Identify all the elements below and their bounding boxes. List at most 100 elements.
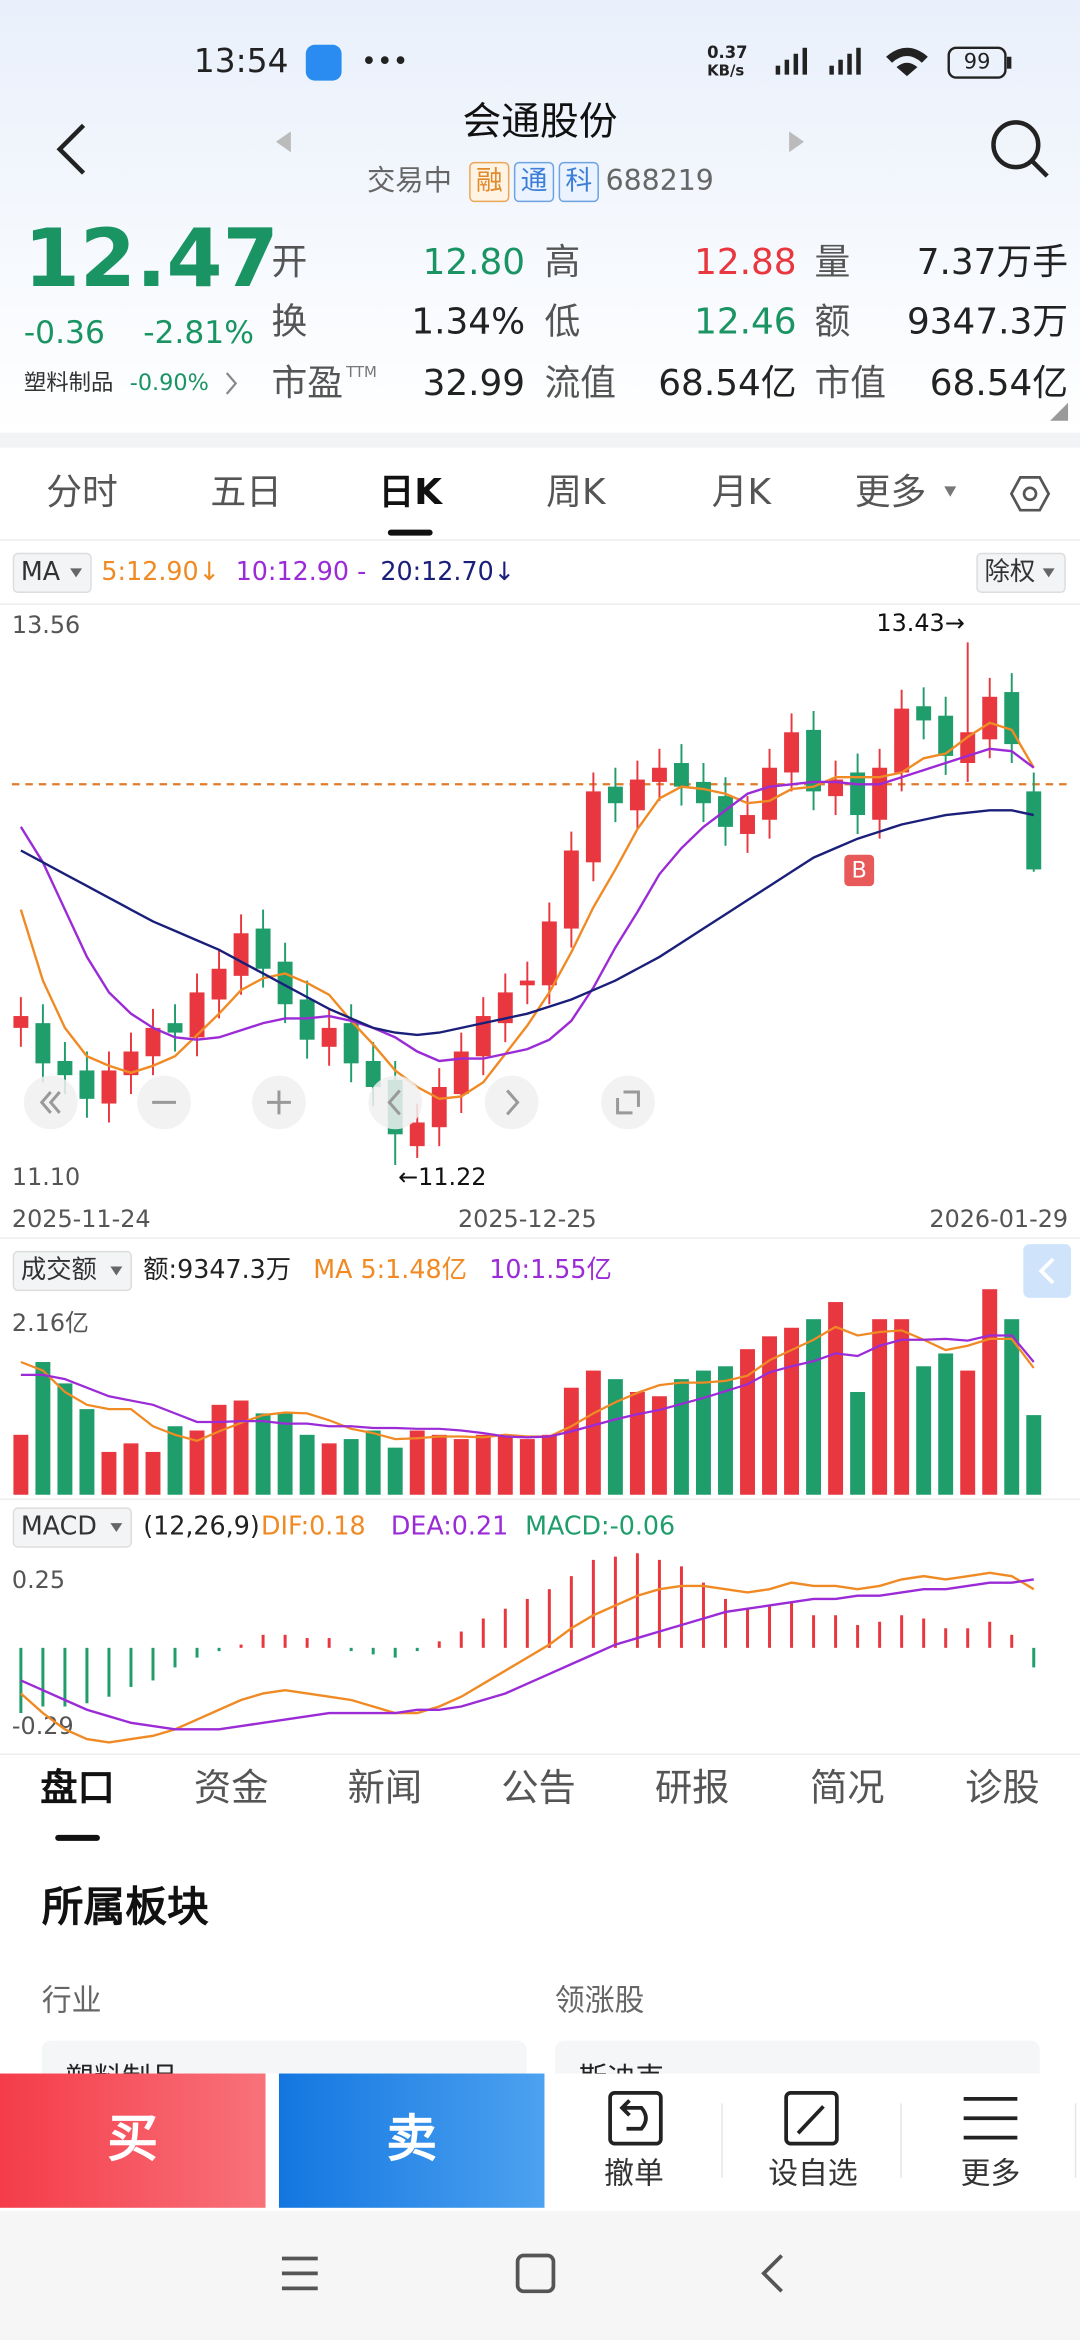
volume-bar: [343, 1439, 359, 1495]
volume-bar: [167, 1426, 183, 1495]
candle-body: [497, 992, 513, 1024]
field-value: 68.54亿: [658, 363, 796, 404]
sector-name[interactable]: 塑料制品: [24, 370, 113, 396]
search-button[interactable]: [991, 120, 1041, 170]
candle-body: [409, 1122, 425, 1147]
candle-body: [762, 767, 777, 820]
net-unit: KB/s: [707, 62, 744, 80]
volume-bar: [673, 1379, 689, 1495]
adjust-selector[interactable]: [976, 552, 1066, 594]
action-label[interactable]: 设自选: [768, 2156, 857, 2191]
net-speed: 0.37: [707, 43, 747, 62]
candle-body: [585, 791, 601, 863]
y-tick-label: -0.29: [12, 1712, 74, 1740]
tab[interactable]: 诊股: [965, 1766, 1040, 1810]
nav-bar: [0, 2210, 1080, 2340]
toggle-arrow: [1038, 1257, 1055, 1285]
nav-back[interactable]: [761, 2254, 783, 2293]
macd-params: (12,26,9): [143, 1511, 260, 1541]
candle-body: [35, 1023, 51, 1064]
candle-body: [1004, 692, 1020, 745]
volume-bar: [696, 1370, 711, 1495]
candle-body: [343, 1023, 359, 1064]
candle-body: [872, 767, 888, 820]
tab[interactable]: 公告: [501, 1766, 576, 1810]
x-tick-label: 2026-01-29: [929, 1205, 1068, 1233]
leader-label: 领涨股: [555, 1983, 644, 2018]
field-label: 额: [814, 302, 850, 343]
candle-body: [982, 696, 998, 740]
candle-body: [57, 1060, 73, 1076]
tag-box: [513, 161, 555, 203]
candle-body: [233, 933, 249, 976]
control-button[interactable]: [484, 1075, 539, 1130]
settings-icon[interactable]: [1009, 476, 1051, 512]
volume-bar: [629, 1391, 645, 1495]
field-label: 开: [271, 242, 307, 283]
action-label[interactable]: 更多: [961, 2156, 1021, 2191]
indicator-line: [20, 809, 1035, 1037]
control-button[interactable]: [601, 1075, 655, 1130]
volume-selector[interactable]: [12, 1250, 133, 1292]
tab[interactable]: 月K: [712, 472, 773, 513]
tab[interactable]: 分时: [46, 472, 118, 513]
tab[interactable]: 更多: [855, 472, 927, 513]
tab-indicator: [55, 1834, 100, 1841]
volume-bar: [563, 1387, 579, 1495]
legend-entry: 5:12.90↓: [101, 556, 219, 586]
field-label: 量: [814, 242, 850, 283]
sell-button[interactable]: [278, 2073, 545, 2208]
macd-selector[interactable]: [12, 1507, 133, 1548]
volume-bar: [585, 1370, 601, 1495]
volume-bar: [387, 1447, 403, 1495]
control-icons: [39, 1089, 640, 1116]
field-label: 市盈: [271, 363, 343, 404]
volume-bar: [299, 1434, 315, 1495]
buy-label: 买: [107, 2109, 158, 2168]
prev-stock[interactable]: [275, 131, 291, 153]
tab[interactable]: 日K: [378, 472, 443, 513]
y-tick-label: 13.56: [12, 611, 80, 639]
sector-arrow: [225, 372, 238, 395]
candle-body: [519, 980, 535, 986]
candle-body: [475, 1016, 491, 1057]
field-label: 换: [271, 302, 307, 343]
tab[interactable]: 简况: [810, 1766, 885, 1810]
tab[interactable]: 盘口: [40, 1766, 115, 1810]
indicator-selector[interactable]: [12, 552, 92, 594]
detail-tabs: 盘口 资金 新闻 公告 研报 简况 诊股: [40, 1766, 1040, 1841]
buy-button[interactable]: [0, 2073, 266, 2208]
nav-home[interactable]: [515, 2253, 556, 2294]
volume-bar: [277, 1413, 293, 1495]
nav-menu[interactable]: [281, 2256, 318, 2291]
volume-bar: [982, 1289, 998, 1495]
field-value: 12.80: [423, 242, 525, 283]
tab[interactable]: 五日: [210, 472, 282, 513]
action-label[interactable]: 撤单: [604, 2156, 664, 2191]
candle-body: [79, 1070, 95, 1099]
volume-bar: [57, 1383, 73, 1495]
control-button[interactable]: [368, 1075, 423, 1130]
volume-bar: [365, 1430, 381, 1495]
battery-level: 99: [964, 50, 991, 74]
next-stock[interactable]: [789, 131, 805, 153]
field-value: 32.99: [423, 363, 525, 404]
legend-entry: MA 5:1.48亿: [313, 1254, 467, 1284]
volume-bar: [850, 1391, 866, 1495]
dropdown-arrow: [110, 1266, 123, 1276]
app-icon: [305, 44, 342, 81]
tab[interactable]: 周K: [546, 472, 607, 513]
trade-marker-label: B: [852, 858, 867, 884]
volume-bar: [607, 1379, 623, 1495]
tab[interactable]: 新闻: [348, 1766, 423, 1810]
candle-body: [13, 1016, 29, 1028]
legend-entry: 10:12.90 -: [236, 556, 367, 586]
tab[interactable]: 资金: [194, 1766, 269, 1810]
volume-bar: [872, 1319, 888, 1495]
nav-icons: [281, 2253, 783, 2294]
volume-bar: [475, 1434, 491, 1495]
tab[interactable]: 研报: [655, 1766, 730, 1810]
back-button[interactable]: [56, 123, 86, 175]
side-panel-toggle[interactable]: [1023, 1244, 1072, 1298]
